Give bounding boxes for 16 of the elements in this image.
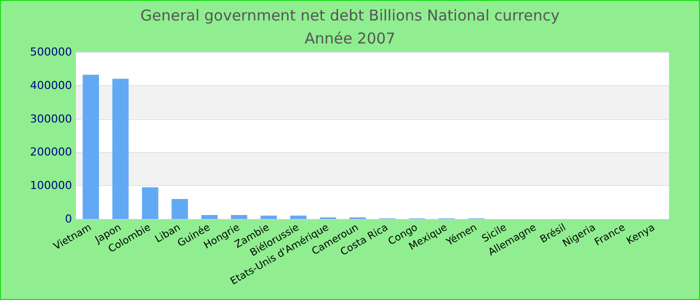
bar xyxy=(82,74,99,219)
chart-subtitle: Année 2007 xyxy=(304,30,396,48)
y-tick-label: 500000 xyxy=(30,46,72,58)
bar xyxy=(260,216,277,219)
bar xyxy=(290,216,307,219)
bar xyxy=(230,214,248,219)
bar xyxy=(142,187,158,219)
y-tick-label: 400000 xyxy=(30,78,72,92)
bar xyxy=(201,214,218,219)
y-tick-label: 100000 xyxy=(30,179,72,192)
bar xyxy=(172,198,188,219)
chart-title: General government net debt Billions National currency xyxy=(140,6,560,24)
y-tick-label: 0 xyxy=(65,212,72,226)
bar xyxy=(112,78,129,219)
y-tick-label: 200000 xyxy=(30,146,72,159)
y-tick-label: 300000 xyxy=(30,112,72,126)
